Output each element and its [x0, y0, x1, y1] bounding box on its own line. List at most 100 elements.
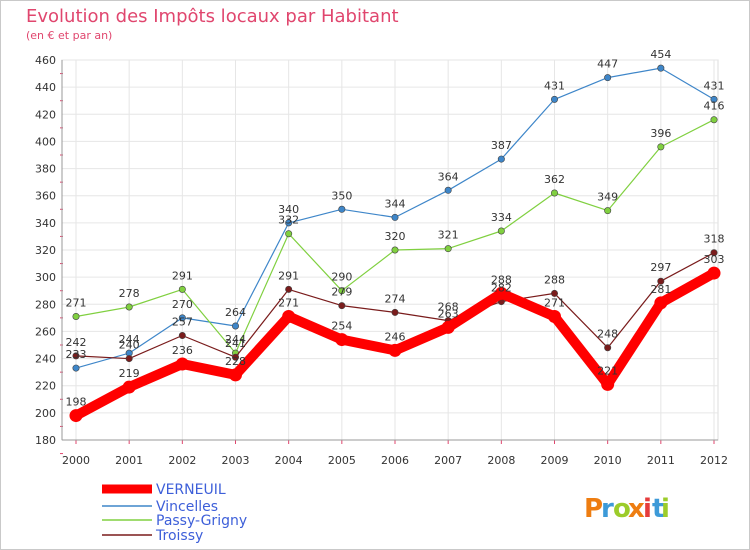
- y-tick-label: 280: [35, 298, 56, 311]
- point-vincelles: [604, 74, 612, 82]
- data-label-verneuil: 288: [491, 273, 512, 286]
- data-label-vincelles: 364: [438, 170, 459, 183]
- point-passy-grigny: [391, 246, 399, 254]
- data-label-passy-grigny: 332: [278, 214, 299, 227]
- y-tick-label: 260: [35, 325, 56, 338]
- y-tick-label: 220: [35, 380, 56, 393]
- data-label-troissy: 242: [66, 336, 87, 349]
- point-troissy: [72, 352, 80, 360]
- data-label-passy-grigny: 244: [225, 333, 246, 346]
- data-label-verneuil: 221: [597, 364, 618, 377]
- data-label-verneuil: 281: [650, 283, 671, 296]
- point-vincelles: [285, 219, 293, 227]
- data-label-passy-grigny: 362: [544, 173, 565, 186]
- x-tick-label: 2011: [647, 454, 675, 467]
- point-troissy: [550, 289, 558, 297]
- point-passy-grigny: [72, 312, 80, 320]
- data-label-verneuil: 236: [172, 344, 193, 357]
- point-verneuil: [69, 409, 83, 423]
- data-labels: 233 244 270 264 340 350 344 364 387 431 447 454 431 2…: [66, 48, 725, 408]
- point-passy-grigny: [657, 143, 665, 151]
- y-tick-label: 320: [35, 244, 56, 257]
- data-label-vincelles: 264: [225, 306, 246, 319]
- x-tick-label: 2003: [222, 454, 250, 467]
- point-verneuil: [654, 296, 668, 310]
- point-vincelles: [338, 205, 346, 213]
- data-label-passy-grigny: 321: [438, 229, 459, 242]
- point-passy-grigny: [125, 303, 133, 311]
- logo-letter: i: [661, 494, 670, 524]
- chart-subtitle: (en € et par an): [26, 29, 112, 42]
- x-tick-label: 2006: [381, 454, 409, 467]
- point-passy-grigny: [338, 287, 346, 295]
- point-passy-grigny: [710, 116, 718, 124]
- point-verneuil: [494, 286, 508, 300]
- series: [69, 64, 721, 423]
- logo-letter: i: [643, 494, 652, 524]
- data-label-vincelles: 454: [650, 48, 671, 61]
- point-vincelles: [497, 155, 505, 163]
- point-troissy: [232, 353, 240, 361]
- x-tick-label: 2008: [487, 454, 515, 467]
- point-vincelles: [550, 95, 558, 103]
- logo-letter: P: [584, 494, 603, 524]
- point-verneuil: [548, 310, 561, 323]
- point-passy-grigny: [444, 245, 452, 253]
- data-label-verneuil: 271: [544, 297, 565, 310]
- data-label-vincelles: 344: [385, 197, 406, 210]
- data-label-vincelles: 350: [331, 189, 352, 202]
- legend-label-troissy: Troissy: [155, 528, 203, 544]
- point-vincelles: [178, 314, 186, 322]
- y-tick-label: 380: [35, 163, 56, 176]
- data-label-troissy: 318: [704, 233, 725, 246]
- y-tick-label: 240: [35, 353, 56, 366]
- x-tick-label: 2009: [541, 454, 569, 467]
- x-tick-label: 2010: [594, 454, 622, 467]
- logo-letter: r: [601, 494, 614, 524]
- point-verneuil: [175, 357, 189, 371]
- y-tick-label: 420: [35, 108, 56, 121]
- y-tick-label: 400: [35, 135, 56, 148]
- data-label-passy-grigny: 278: [119, 287, 140, 300]
- data-label-vincelles: 447: [597, 58, 618, 71]
- point-verneuil: [122, 380, 136, 394]
- data-label-troissy: 257: [172, 316, 193, 329]
- point-passy-grigny: [285, 230, 293, 238]
- y-tick-label: 300: [35, 271, 56, 284]
- point-troissy: [338, 302, 346, 310]
- data-label-troissy: 274: [385, 292, 406, 305]
- point-passy-grigny: [550, 189, 558, 197]
- data-label-troissy: 282: [491, 282, 512, 295]
- point-troissy: [285, 285, 293, 293]
- point-passy-grigny: [178, 285, 186, 293]
- x-tick-label: 2004: [275, 454, 303, 467]
- data-label-verneuil: 246: [385, 330, 406, 343]
- x-tick-label: 2005: [328, 454, 356, 467]
- logo-letter: t: [652, 494, 664, 524]
- data-label-verneuil: 303: [704, 253, 725, 266]
- data-label-passy-grigny: 334: [491, 211, 512, 224]
- grid: [61, 59, 719, 441]
- data-label-vincelles: 340: [278, 203, 299, 216]
- legend-label-verneuil: VERNEUIL: [156, 482, 226, 498]
- point-troissy: [604, 344, 612, 352]
- data-label-passy-grigny: 349: [597, 191, 618, 204]
- data-label-verneuil: 228: [225, 355, 246, 368]
- point-troissy: [125, 355, 133, 363]
- data-label-verneuil: 198: [66, 396, 87, 409]
- data-label-vincelles: 270: [172, 298, 193, 311]
- data-label-passy-grigny: 290: [331, 271, 352, 284]
- chart-title: Evolution des Impôts locaux par Habitant: [26, 6, 399, 27]
- data-label-verneuil: 271: [278, 297, 299, 310]
- point-troissy: [178, 331, 186, 339]
- data-label-troissy: 241: [225, 337, 246, 350]
- point-troissy: [657, 277, 665, 285]
- data-label-vincelles: 431: [544, 79, 565, 92]
- data-label-troissy: 268: [438, 301, 459, 314]
- y-tick-label: 440: [35, 81, 56, 94]
- data-label-troissy: 248: [597, 328, 618, 341]
- point-passy-grigny: [604, 207, 612, 215]
- data-label-passy-grigny: 291: [172, 269, 193, 282]
- data-label-vincelles: 233: [66, 348, 87, 361]
